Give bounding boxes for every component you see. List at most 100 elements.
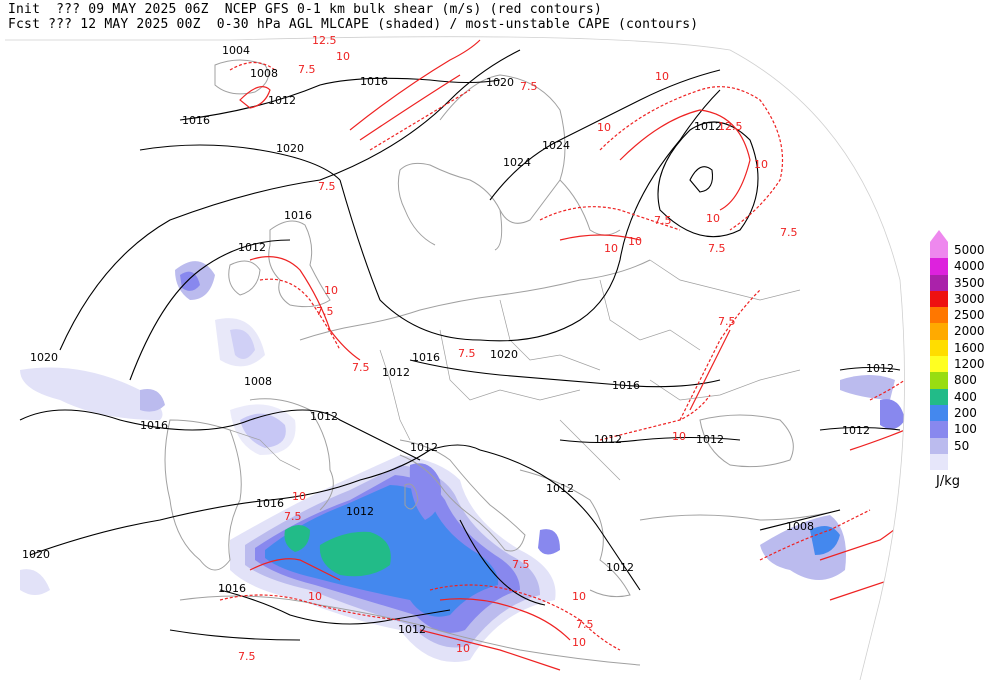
cape-shading [20,261,905,662]
legend-label: 4000 [954,259,985,274]
legend-units: J/kg [936,474,960,489]
coastlines [164,59,841,666]
isobar-label: 1012 [696,433,724,446]
shear-label: 10 [604,242,618,255]
isobar-label: 1012 [346,505,374,518]
shear-label: 10 [324,284,338,297]
shear-label: 10 [292,490,306,503]
shear-label: 7.5 [576,618,594,631]
isobar-label: 1012 [410,441,438,454]
isobar-label: 1008 [244,375,272,388]
shear-label: 7.5 [512,558,530,571]
isobar-label: 1016 [284,209,312,222]
isobar-label: 1020 [30,351,58,364]
isobar-label: 1016 [360,75,388,88]
shear-label: 7.5 [352,361,370,374]
isobar-label: 1016 [256,497,284,510]
legend-swatch [930,421,948,438]
isobar-label: 1016 [182,114,210,127]
legend-label: 3000 [954,291,985,306]
shear-label: 10 [308,590,322,603]
shear-label: 7.5 [708,242,726,255]
legend-label: 1600 [954,340,985,355]
isobar-label: 1012 [594,433,622,446]
legend-top-arrow-icon [930,230,948,242]
isobar-label: 1020 [490,348,518,361]
legend-label: 800 [954,373,977,388]
isobar-label: 1016 [218,582,246,595]
isobar-label: 1020 [276,142,304,155]
shear-label: 10 [672,430,686,443]
legend-swatch [930,258,948,275]
shear-label: 7.5 [780,226,798,239]
shear-label: 12.5 [718,120,743,133]
shear-label: 10 [628,235,642,248]
legend-swatch [930,242,948,259]
shear-label: 7.5 [284,510,302,523]
legend-swatch [930,388,948,405]
legend-swatch [930,356,948,373]
legend-swatch [930,339,948,357]
shear-label: 7.5 [298,63,316,76]
shear-label: 10 [572,636,586,649]
legend-label: 2500 [954,308,985,323]
shear-contours [219,39,905,671]
weather-map: 1004 1008 1012 1016 1016 1020 1020 1024 … [5,34,905,680]
shear-label: 10 [572,590,586,603]
legend-label: 400 [954,389,977,404]
shear-label: 10 [655,70,669,83]
shear-label: 10 [706,212,720,225]
shear-label: 7.5 [718,315,736,328]
header-line-1: Init ??? 09 MAY 2025 06Z NCEP GFS 0-1 km… [8,2,602,17]
shear-label: 10 [597,121,611,134]
isobar-label: 1004 [222,44,250,57]
isobar-label: 1012 [546,482,574,495]
isobar-label: 1016 [140,419,168,432]
legend-swatch [930,307,948,324]
legend-label: 1200 [954,357,985,372]
isobar-label: 1024 [503,156,531,169]
isobar-label: 1012 [842,424,870,437]
shear-label: 7.5 [654,214,672,227]
cape-area-800 [319,531,391,577]
isobar-label: 1008 [250,67,278,80]
legend-label: 2000 [954,324,985,339]
header-line-2: Fcst ??? 12 MAY 2025 00Z 0-30 hPa AGL ML… [8,17,699,32]
isobar-label: 1020 [22,548,50,561]
shear-label: 10 [336,50,350,63]
isobar-label: 1012 [238,241,266,254]
shear-label: 7.5 [520,80,538,93]
legend-swatch [930,453,948,471]
legend-swatch [930,437,948,454]
isobar-label: 1024 [542,139,570,152]
isobar-label: 1016 [412,351,440,364]
shear-label: 7.5 [316,305,334,318]
domain-outline [5,36,905,680]
isobar-label: 1012 [866,362,894,375]
legend-label: 100 [954,422,977,437]
isobar-label: 1012 [398,623,426,636]
legend-label: 50 [954,438,970,453]
isobar-label-group: 1004 1008 1012 1016 1016 1020 1020 1024 … [22,44,894,636]
legend-swatch [930,274,948,291]
isobar-label: 1012 [268,94,296,107]
legend-swatch [930,404,948,422]
shear-label-group: 12.5 10 7.5 10 7.5 10 7.5 10 7.5 12.5 10… [238,34,798,663]
isobar-label: 1016 [612,379,640,392]
shear-label: 10 [456,642,470,655]
legend-swatch [930,372,948,389]
isobar-label: 1012 [310,410,338,423]
isobar-label: 1012 [694,120,722,133]
legend-label: 3500 [954,275,985,290]
isobar-label: 1020 [486,76,514,89]
shear-label: 12.5 [312,34,337,47]
shear-label: 10 [754,158,768,171]
isobars [19,49,901,641]
isobar-label: 1012 [606,561,634,574]
legend-label: 200 [954,405,977,420]
shear-label: 7.5 [458,347,476,360]
isobar-label: 1012 [382,366,410,379]
shear-label: 7.5 [238,650,256,663]
isobar-label: 1008 [786,520,814,533]
legend-label: 5000 [954,243,985,257]
